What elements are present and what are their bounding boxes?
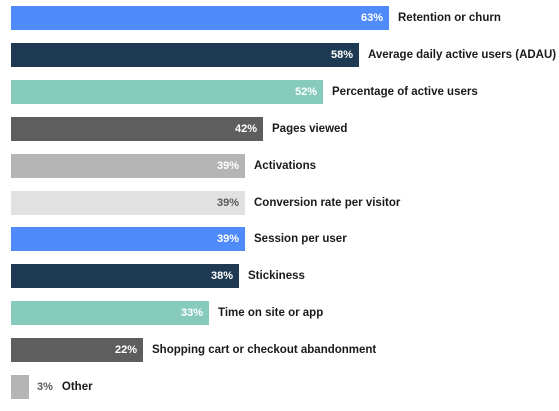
category-label: Shopping cart or checkout abandonment <box>152 344 377 357</box>
category-label: Stickiness <box>248 270 305 283</box>
bar: 42% <box>11 116 263 141</box>
bar: 39% <box>11 190 245 215</box>
bar-row: 52% Percentage of active users <box>11 79 478 104</box>
category-label: Other <box>61 381 93 393</box>
category-label: Percentage of active users <box>332 85 478 98</box>
bar-value-label: 52% <box>294 85 317 98</box>
bar-value-label: 38% <box>210 270 233 283</box>
bar-row: 39% Conversion rate per visitor <box>11 190 401 215</box>
bar: 39% <box>11 153 245 178</box>
category-label: Pages viewed <box>272 122 348 135</box>
bar-value-label: 42% <box>234 122 257 135</box>
bar-row: 3% Other <box>11 375 93 399</box>
bar: 22% <box>11 338 143 363</box>
category-label: Conversion rate per visitor <box>254 196 401 209</box>
bar-value-label: 22% <box>114 344 137 357</box>
bar: 58% <box>11 42 359 67</box>
bar-row: 58% Average daily active users (ADAU) <box>11 42 557 67</box>
bar-value-label: 39% <box>216 159 239 172</box>
bar-value-label: 39% <box>216 233 239 246</box>
category-label: Retention or churn <box>398 12 501 24</box>
bar-row: 39% Activations <box>11 153 316 178</box>
bar-value-label: 58% <box>330 48 353 61</box>
bar <box>11 375 29 399</box>
bar-row: 33% Time on site or app <box>11 301 324 326</box>
bar-row: 38% Stickiness <box>11 264 305 289</box>
bar-value-label: 63% <box>360 12 383 24</box>
bar-row: 22% Shopping cart or checkout abandonment <box>11 338 377 363</box>
category-label: Session per user <box>254 233 347 246</box>
bar-value-label: 3% <box>37 381 53 393</box>
bar-value-label: 33% <box>180 307 203 320</box>
bar: 63% <box>11 6 389 30</box>
bar-row: 63% Retention or churn <box>11 6 501 30</box>
bar-value-label: 39% <box>216 196 239 209</box>
bar: 38% <box>11 264 239 289</box>
bar: 39% <box>11 227 245 252</box>
bar: 33% <box>11 301 209 326</box>
category-label: Activations <box>254 159 316 172</box>
bar-row: 39% Session per user <box>11 227 347 252</box>
category-label: Average daily active users (ADAU) <box>368 48 557 61</box>
bar-row: 42% Pages viewed <box>11 116 348 141</box>
category-label: Time on site or app <box>218 307 324 320</box>
bar: 52% <box>11 79 323 104</box>
